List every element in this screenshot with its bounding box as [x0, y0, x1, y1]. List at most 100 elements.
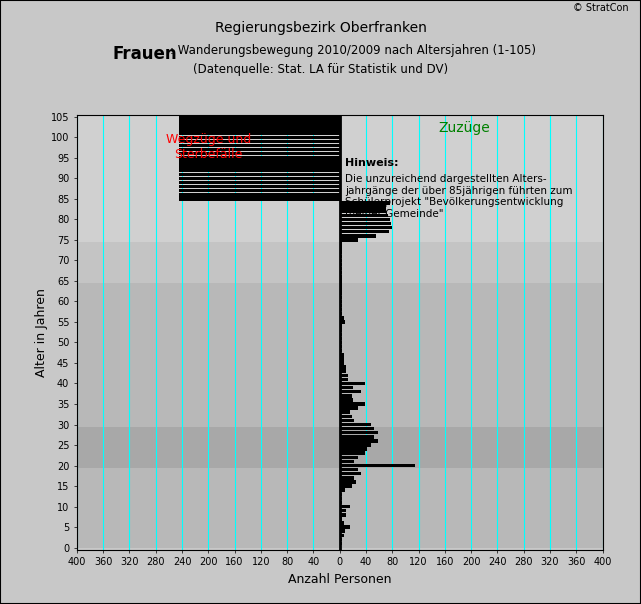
Bar [340, 254, 342, 258]
Bar [179, 144, 340, 147]
Bar [340, 353, 344, 356]
Bar [340, 283, 342, 287]
Bar [340, 238, 358, 242]
Bar [340, 222, 391, 225]
Bar [179, 164, 340, 168]
Bar [340, 492, 342, 496]
Bar [340, 214, 388, 217]
Bar [340, 275, 342, 278]
Bar [340, 398, 353, 402]
Text: Zuzüge: Zuzüge [438, 121, 490, 135]
Bar [340, 267, 342, 271]
Bar [340, 226, 392, 230]
Bar [179, 123, 340, 127]
Bar [340, 513, 346, 516]
Bar [340, 304, 342, 307]
Bar [340, 480, 356, 484]
Bar [340, 288, 342, 291]
Bar [340, 521, 344, 525]
Bar [340, 386, 353, 390]
Bar [340, 246, 342, 250]
Bar [340, 472, 361, 475]
Bar [340, 406, 358, 410]
Bar [179, 197, 340, 201]
Bar [340, 263, 342, 266]
Bar [179, 152, 340, 155]
Bar [340, 538, 342, 541]
Bar [340, 357, 344, 361]
Bar [340, 439, 378, 443]
Bar [179, 193, 340, 196]
Bar [340, 271, 342, 274]
Bar [340, 312, 342, 315]
Bar [340, 378, 348, 381]
Bar [340, 324, 342, 328]
Bar [340, 431, 378, 434]
Bar [179, 169, 340, 172]
Bar [179, 119, 340, 123]
Bar [340, 365, 346, 369]
Bar [340, 279, 342, 283]
Text: © StratCon: © StratCon [572, 3, 628, 13]
Bar [179, 160, 340, 164]
Bar [77, 467, 603, 548]
Bar [340, 259, 342, 262]
Bar [340, 329, 342, 332]
Bar [77, 426, 603, 467]
Bar [340, 390, 361, 393]
Text: (Datenquelle: Stat. LA für Statistik und DV): (Datenquelle: Stat. LA für Statistik und… [193, 63, 448, 77]
Bar [340, 210, 386, 213]
Bar [340, 411, 350, 414]
Bar [340, 414, 351, 418]
Bar [340, 489, 345, 492]
Bar [340, 201, 390, 205]
Bar [179, 156, 340, 159]
Bar [340, 451, 365, 455]
Bar [340, 464, 415, 467]
Bar [340, 505, 349, 509]
Bar [179, 135, 340, 139]
Bar [340, 217, 390, 221]
Bar [340, 333, 342, 336]
Text: Hinweis:: Hinweis: [345, 158, 399, 168]
Bar [77, 283, 603, 426]
Bar [179, 140, 340, 143]
Bar [340, 435, 374, 439]
Bar [340, 373, 348, 377]
Bar [179, 127, 340, 131]
Bar [340, 394, 351, 397]
Bar [77, 115, 603, 242]
Bar [340, 484, 351, 488]
Bar [340, 419, 354, 422]
Bar [340, 361, 344, 365]
Bar [340, 251, 342, 254]
Bar [77, 242, 603, 283]
Text: Frauen: Frauen [112, 45, 177, 63]
Bar [340, 542, 342, 545]
Bar [340, 448, 367, 451]
Text: Wegzüge und
Sterbefälle: Wegzüge und Sterbefälle [166, 133, 251, 161]
Bar [340, 423, 371, 426]
Text: : Wanderungsbewegung 2010/2009 nach Altersjahren (1-105): : Wanderungsbewegung 2010/2009 nach Alte… [170, 44, 536, 57]
Bar [340, 476, 354, 480]
Bar [340, 501, 342, 504]
Bar [340, 341, 342, 344]
Bar [340, 349, 342, 352]
Bar [340, 316, 344, 320]
Bar [340, 382, 365, 385]
Bar [340, 370, 346, 373]
Bar [340, 336, 342, 340]
Bar [340, 460, 354, 463]
Bar [340, 443, 371, 447]
Bar [340, 345, 342, 349]
Bar [179, 185, 340, 188]
Bar [340, 533, 344, 537]
Bar [340, 468, 358, 471]
Bar [340, 300, 342, 303]
Bar [340, 308, 342, 312]
Y-axis label: Alter in Jahren: Alter in Jahren [35, 288, 48, 377]
Bar [340, 295, 342, 299]
Bar [340, 205, 386, 209]
Bar [340, 242, 342, 246]
Bar [179, 148, 340, 152]
